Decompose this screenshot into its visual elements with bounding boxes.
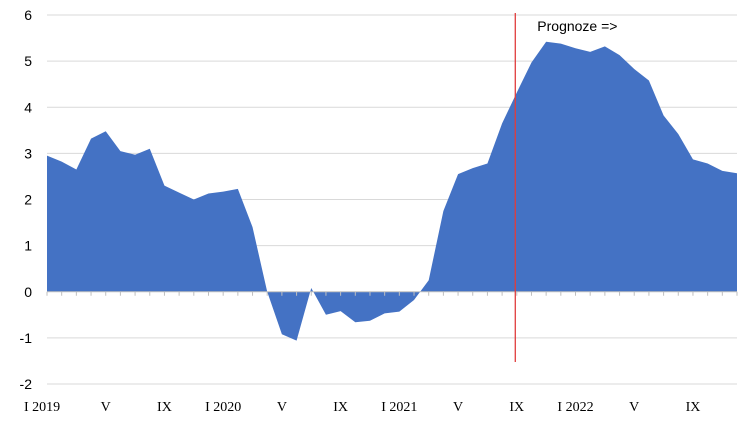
x-tick-label: V (453, 400, 463, 415)
x-tick-label: I 2021 (381, 400, 417, 415)
area-series (47, 41, 737, 341)
y-tick-label: -1 (20, 330, 33, 346)
y-tick-label: 3 (24, 145, 32, 161)
x-tick-label: I 2019 (24, 400, 60, 415)
x-axis-minor-ticks (46, 291, 738, 296)
x-tick-label: IX (157, 400, 172, 415)
y-tick-label: -2 (20, 376, 33, 392)
x-axis-tick-labels: I 2019 V IX I 2020 V IX I 2021 V IX I 2022 V IX (24, 400, 700, 415)
y-tick-label: 0 (24, 284, 32, 300)
y-axis-tick-labels: -2 -1 0 1 2 3 4 5 6 (20, 7, 33, 392)
forecast-annotation: Prognoze => (537, 18, 617, 34)
x-tick-label: V (629, 400, 639, 415)
x-tick-label: I 2022 (557, 400, 593, 415)
y-tick-label: 6 (24, 7, 32, 23)
y-tick-label: 5 (24, 53, 32, 69)
x-tick-label: IX (686, 400, 701, 415)
x-tick-label: V (277, 400, 287, 415)
x-tick-label: I 2020 (205, 400, 241, 415)
x-tick-label: IX (509, 400, 524, 415)
x-tick-label: V (101, 400, 111, 415)
y-tick-label: 2 (24, 192, 32, 208)
y-tick-label: 4 (24, 99, 32, 115)
y-tick-label: 1 (24, 238, 32, 254)
x-tick-label: IX (333, 400, 348, 415)
